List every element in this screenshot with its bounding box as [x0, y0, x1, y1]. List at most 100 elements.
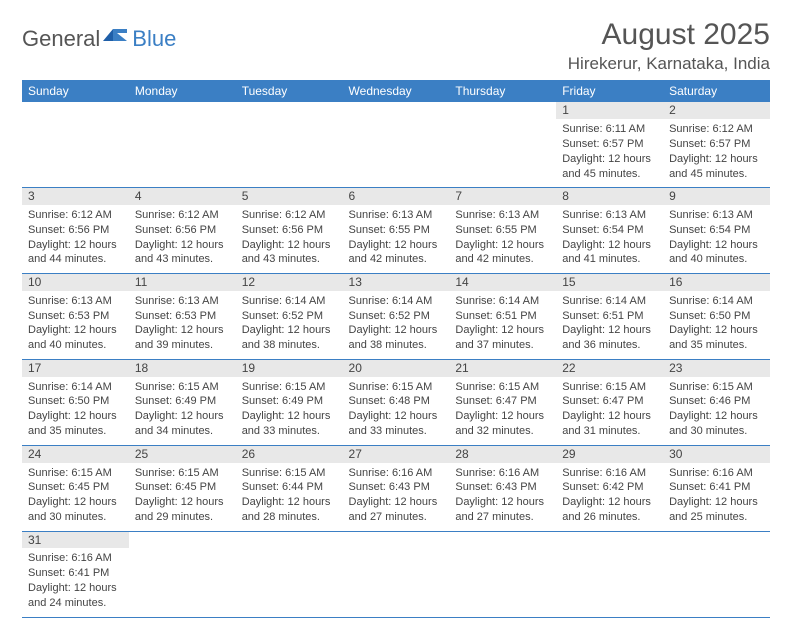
detail-row: Sunrise: 6:11 AMSunset: 6:57 PMDaylight:… — [22, 119, 770, 188]
day-sr: Sunrise: 6:16 AM — [562, 466, 657, 481]
day-ss: Sunset: 6:43 PM — [349, 480, 444, 495]
day-d2: and 38 minutes. — [242, 338, 337, 353]
day-ss: Sunset: 6:48 PM — [349, 394, 444, 409]
day-d1: Daylight: 12 hours — [562, 152, 657, 167]
day-d2: and 37 minutes. — [455, 338, 550, 353]
day-detail-cell: Sunrise: 6:14 AMSunset: 6:50 PMDaylight:… — [663, 291, 770, 360]
weekday-header: Thursday — [449, 80, 556, 102]
day-number-cell: 5 — [236, 188, 343, 205]
day-d1: Daylight: 12 hours — [455, 495, 550, 510]
day-sr: Sunrise: 6:13 AM — [135, 294, 230, 309]
day-d1: Daylight: 12 hours — [562, 323, 657, 338]
day-d1: Daylight: 12 hours — [28, 323, 123, 338]
day-d2: and 33 minutes. — [242, 424, 337, 439]
day-d2: and 45 minutes. — [562, 167, 657, 182]
day-d2: and 26 minutes. — [562, 510, 657, 525]
day-sr: Sunrise: 6:12 AM — [28, 208, 123, 223]
day-number-cell: 31 — [22, 531, 129, 548]
day-sr: Sunrise: 6:15 AM — [28, 466, 123, 481]
day-sr: Sunrise: 6:12 AM — [669, 122, 764, 137]
day-d1: Daylight: 12 hours — [562, 495, 657, 510]
page-title: August 2025 — [568, 18, 770, 52]
day-d2: and 35 minutes. — [28, 424, 123, 439]
day-d1: Daylight: 12 hours — [28, 495, 123, 510]
day-d1: Daylight: 12 hours — [562, 409, 657, 424]
day-d1: Daylight: 12 hours — [349, 409, 444, 424]
day-d2: and 31 minutes. — [562, 424, 657, 439]
day-detail-cell: Sunrise: 6:15 AMSunset: 6:45 PMDaylight:… — [22, 463, 129, 532]
day-number-cell: 25 — [129, 446, 236, 463]
day-number-cell: 19 — [236, 360, 343, 377]
title-block: August 2025 Hirekerur, Karnataka, India — [568, 18, 770, 74]
day-detail-cell — [236, 548, 343, 617]
day-number-cell — [343, 102, 450, 119]
weekday-header: Monday — [129, 80, 236, 102]
day-ss: Sunset: 6:50 PM — [669, 309, 764, 324]
day-detail-cell: Sunrise: 6:15 AMSunset: 6:45 PMDaylight:… — [129, 463, 236, 532]
day-number-cell: 3 — [22, 188, 129, 205]
day-ss: Sunset: 6:41 PM — [28, 566, 123, 581]
detail-row: Sunrise: 6:14 AMSunset: 6:50 PMDaylight:… — [22, 377, 770, 446]
day-ss: Sunset: 6:56 PM — [135, 223, 230, 238]
day-d2: and 43 minutes. — [135, 252, 230, 267]
day-detail-cell: Sunrise: 6:12 AMSunset: 6:56 PMDaylight:… — [129, 205, 236, 274]
day-sr: Sunrise: 6:15 AM — [135, 466, 230, 481]
day-number-cell: 28 — [449, 446, 556, 463]
day-number-cell: 13 — [343, 274, 450, 291]
day-d1: Daylight: 12 hours — [349, 238, 444, 253]
day-detail-cell: Sunrise: 6:15 AMSunset: 6:47 PMDaylight:… — [556, 377, 663, 446]
weekday-header-row: Sunday Monday Tuesday Wednesday Thursday… — [22, 80, 770, 102]
day-detail-cell: Sunrise: 6:13 AMSunset: 6:53 PMDaylight:… — [129, 291, 236, 360]
day-ss: Sunset: 6:51 PM — [455, 309, 550, 324]
day-detail-cell: Sunrise: 6:13 AMSunset: 6:54 PMDaylight:… — [556, 205, 663, 274]
day-ss: Sunset: 6:45 PM — [28, 480, 123, 495]
day-detail-cell: Sunrise: 6:13 AMSunset: 6:55 PMDaylight:… — [449, 205, 556, 274]
day-detail-cell: Sunrise: 6:15 AMSunset: 6:44 PMDaylight:… — [236, 463, 343, 532]
day-number-cell — [236, 102, 343, 119]
day-ss: Sunset: 6:50 PM — [28, 394, 123, 409]
day-number-cell: 8 — [556, 188, 663, 205]
header: General Blue August 2025 Hirekerur, Karn… — [22, 18, 770, 74]
day-sr: Sunrise: 6:12 AM — [135, 208, 230, 223]
day-number-cell: 7 — [449, 188, 556, 205]
day-d2: and 40 minutes. — [28, 338, 123, 353]
day-d1: Daylight: 12 hours — [242, 495, 337, 510]
day-ss: Sunset: 6:46 PM — [669, 394, 764, 409]
day-number-cell: 29 — [556, 446, 663, 463]
day-d2: and 32 minutes. — [455, 424, 550, 439]
day-sr: Sunrise: 6:12 AM — [242, 208, 337, 223]
day-number-cell: 16 — [663, 274, 770, 291]
weekday-header: Wednesday — [343, 80, 450, 102]
day-d2: and 30 minutes. — [669, 424, 764, 439]
day-d2: and 39 minutes. — [135, 338, 230, 353]
detail-row: Sunrise: 6:15 AMSunset: 6:45 PMDaylight:… — [22, 463, 770, 532]
day-sr: Sunrise: 6:15 AM — [669, 380, 764, 395]
day-d1: Daylight: 12 hours — [28, 581, 123, 596]
day-number-cell: 30 — [663, 446, 770, 463]
day-detail-cell — [22, 119, 129, 188]
day-number-cell: 11 — [129, 274, 236, 291]
day-d2: and 42 minutes. — [455, 252, 550, 267]
calendar-table: Sunday Monday Tuesday Wednesday Thursday… — [22, 80, 770, 618]
day-detail-cell: Sunrise: 6:12 AMSunset: 6:56 PMDaylight:… — [236, 205, 343, 274]
day-detail-cell: Sunrise: 6:13 AMSunset: 6:55 PMDaylight:… — [343, 205, 450, 274]
day-ss: Sunset: 6:54 PM — [669, 223, 764, 238]
day-number-cell: 27 — [343, 446, 450, 463]
day-d2: and 43 minutes. — [242, 252, 337, 267]
day-d2: and 25 minutes. — [669, 510, 764, 525]
weekday-header: Saturday — [663, 80, 770, 102]
day-detail-cell: Sunrise: 6:15 AMSunset: 6:46 PMDaylight:… — [663, 377, 770, 446]
day-sr: Sunrise: 6:14 AM — [669, 294, 764, 309]
day-sr: Sunrise: 6:13 AM — [28, 294, 123, 309]
day-number-cell: 6 — [343, 188, 450, 205]
day-number-cell — [449, 102, 556, 119]
day-d2: and 28 minutes. — [242, 510, 337, 525]
day-d2: and 27 minutes. — [349, 510, 444, 525]
daynum-row: 24252627282930 — [22, 446, 770, 463]
day-d1: Daylight: 12 hours — [28, 409, 123, 424]
day-detail-cell — [343, 119, 450, 188]
day-d1: Daylight: 12 hours — [349, 323, 444, 338]
day-detail-cell — [449, 119, 556, 188]
day-ss: Sunset: 6:57 PM — [669, 137, 764, 152]
day-detail-cell: Sunrise: 6:16 AMSunset: 6:41 PMDaylight:… — [22, 548, 129, 617]
